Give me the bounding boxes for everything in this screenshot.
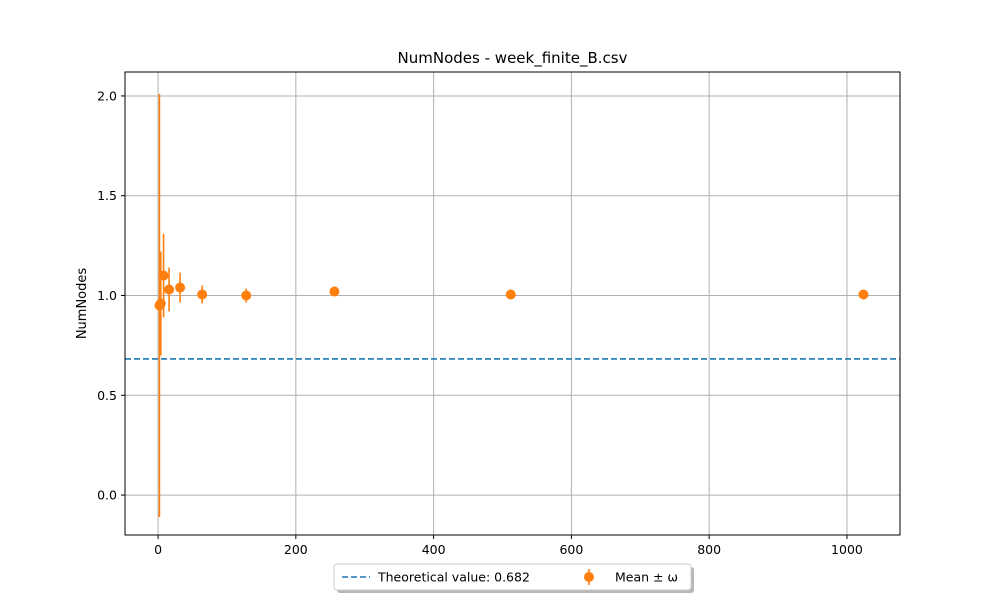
data-point-0-3 xyxy=(164,284,175,295)
data-point-0-5 xyxy=(197,289,208,300)
data-point-0-8 xyxy=(505,289,516,300)
data-point-0-6 xyxy=(241,290,252,301)
legend-box xyxy=(333,563,692,591)
y-axis-label: NumNodes xyxy=(75,268,90,340)
data-points-layer xyxy=(154,93,869,518)
y-tick-label-3: 1.5 xyxy=(97,188,117,203)
x-tick-label-2: 400 xyxy=(422,542,446,557)
data-point-0-9 xyxy=(858,289,869,300)
x-tick-label-5: 1000 xyxy=(831,542,863,557)
data-point-0-2 xyxy=(158,270,169,281)
y-tick-label-0: 0.0 xyxy=(97,488,117,503)
x-tick-label-4: 800 xyxy=(697,542,721,557)
x-tick-label-3: 600 xyxy=(559,542,583,557)
chart-title: NumNodes - week_finite_B.csv xyxy=(398,49,628,68)
data-point-0-4 xyxy=(175,282,186,293)
legend-theoretical-label: Theoretical value: 0.682 xyxy=(377,570,530,585)
data-point-0-7 xyxy=(329,286,340,297)
legend-series-label: Mean ± ω xyxy=(615,570,678,585)
y-tick-label-2: 1.0 xyxy=(97,288,117,303)
plot-area-frame xyxy=(124,71,901,536)
axis-ticks: 0 200 400 600 800 1000 0.0 0.5 1.0 1.5 2.0 xyxy=(97,88,863,557)
y-tick-label-1: 0.5 xyxy=(97,388,117,403)
legend: Theoretical value: 0.682 Mean ± ω xyxy=(333,563,694,593)
legend-series-marker xyxy=(584,572,594,582)
x-tick-label-0: 0 xyxy=(154,542,162,557)
y-tick-label-4: 2.0 xyxy=(97,88,117,103)
x-tick-label-1: 200 xyxy=(284,542,308,557)
